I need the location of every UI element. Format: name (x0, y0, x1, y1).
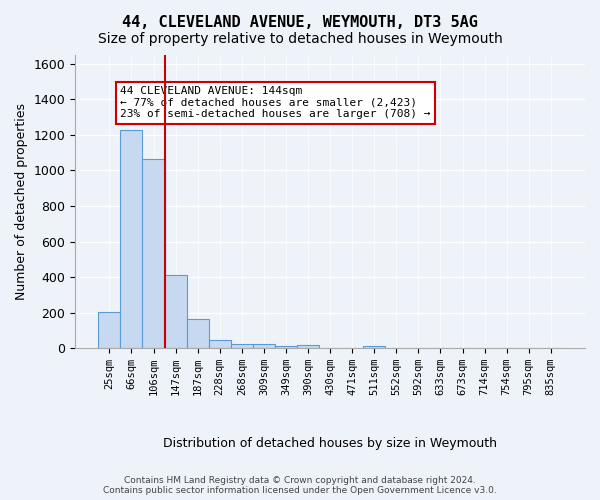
Bar (187, 319, 209, 348)
Y-axis label: Number of detached properties: Number of detached properties (15, 103, 28, 300)
Bar (253, 344, 275, 348)
Text: Size of property relative to detached houses in Weymouth: Size of property relative to detached ho… (98, 32, 502, 46)
Bar (231, 344, 253, 348)
Bar (275, 346, 297, 348)
Bar (209, 340, 231, 348)
Bar (297, 346, 319, 348)
Bar (142, 159, 164, 348)
Text: 44, CLEVELAND AVENUE, WEYMOUTH, DT3 5AG: 44, CLEVELAND AVENUE, WEYMOUTH, DT3 5AG (122, 15, 478, 30)
X-axis label: Distribution of detached houses by size in Weymouth: Distribution of detached houses by size … (163, 437, 497, 450)
Bar (164, 276, 187, 348)
Bar (363, 346, 385, 348)
Text: 44 CLEVELAND AVENUE: 144sqm
← 77% of detached houses are smaller (2,423)
23% of : 44 CLEVELAND AVENUE: 144sqm ← 77% of det… (121, 86, 431, 120)
Text: Contains HM Land Registry data © Crown copyright and database right 2024.
Contai: Contains HM Land Registry data © Crown c… (103, 476, 497, 495)
Bar (98, 312, 121, 348)
Bar (121, 130, 142, 348)
